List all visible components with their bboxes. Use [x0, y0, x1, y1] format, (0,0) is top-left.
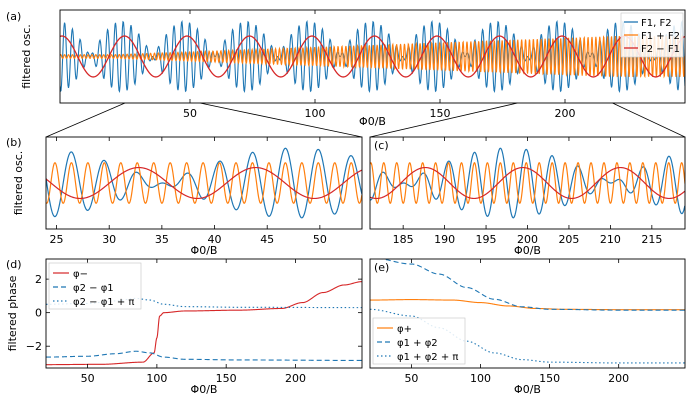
panel-d-ylabel: filtered phase [6, 275, 19, 351]
panel-d-xlabel: Φ0/B [191, 383, 218, 396]
panel-b-frame [45, 136, 363, 230]
series-F2-minus-F1-line [60, 35, 685, 78]
panel-a-frame [59, 9, 686, 104]
legend-d-label-1: φ2 − φ1 [73, 283, 114, 294]
panel-b-xlabel: Φ0/B [191, 244, 218, 257]
panel-b-xtick: 25 [50, 233, 64, 246]
panel-e-xtick: 200 [608, 372, 629, 385]
panel-a-xtick: 100 [305, 107, 326, 120]
panel-d-ytick: −2 [26, 340, 42, 353]
panel-d-xtick: 50 [81, 372, 95, 385]
panel-d-xtick: 200 [285, 372, 306, 385]
panel-e-legend: φ+ φ1 + φ2 φ1 + φ2 + π [372, 317, 466, 365]
legend-a-label-1: F1 + F2 [641, 31, 680, 42]
panel-d-ytick: 2 [35, 273, 42, 286]
panel-c-blue-line [370, 147, 685, 219]
panel-c-xtick: 205 [558, 233, 579, 246]
legend-a-label-0: F1, F2 [641, 18, 672, 29]
panel-b-xtick: 40 [208, 233, 222, 246]
panel-e-label: (e) [374, 261, 389, 274]
legend-a-label-2: F2 − F1 [641, 44, 680, 55]
panel-b-red-line [46, 166, 362, 200]
panel-c-xtick: 210 [600, 233, 621, 246]
panel-a-xlabel: Φ0/B [359, 115, 386, 128]
panel-e-frame [369, 258, 686, 369]
panel-c-xtick: 200 [517, 233, 538, 246]
panel-d-label: (d) [6, 258, 22, 271]
legend-d-label-0: φ− [73, 269, 88, 280]
panel-e-xtick: 50 [404, 372, 418, 385]
legend-d-label-2: φ2 − φ1 + π [73, 297, 134, 308]
panel-a-ylabel: filtered osc. [20, 24, 33, 89]
panel-b-blue-line [46, 147, 362, 219]
panel-a-legend: F1, F2 F1 + F2 F2 − F1 [620, 12, 684, 58]
panel-c-xtick: 195 [476, 233, 497, 246]
panel-d-series-1 [46, 350, 362, 362]
zoom-connector-2 [369, 102, 518, 138]
panel-c-xtick: 185 [393, 233, 414, 246]
zoom-connector-0 [45, 102, 126, 138]
panel-c-red-line [370, 166, 685, 200]
panel-e-xtick: 150 [539, 372, 560, 385]
zoom-connector-1 [199, 102, 363, 138]
panel-c-xlabel: Φ0/B [514, 244, 541, 257]
panel-d-legend: φ− φ2 − φ1 φ2 − φ1 + π [48, 262, 142, 310]
panel-b-xtick: 45 [260, 233, 274, 246]
panel-b-ylabel: filtered osc. [12, 151, 25, 216]
panel-e-series-0 [370, 299, 685, 311]
panel-a-xtick: 150 [430, 107, 451, 120]
panel-d-series-0 [46, 281, 362, 366]
series-F1-plus-F2-line [60, 34, 685, 79]
panel-d-xtick: 150 [216, 372, 237, 385]
legend-e-label-0: φ+ [397, 324, 412, 335]
panel-e-series-2 [370, 308, 685, 364]
legend-e-label-2: φ1 + φ2 + π [397, 352, 458, 363]
panel-a-xtick: 50 [183, 107, 197, 120]
zoom-connector-3 [612, 102, 686, 138]
panel-d-xtick: 100 [146, 372, 167, 385]
panel-b-label: (b) [6, 136, 22, 149]
panel-b-orange-line [46, 162, 362, 204]
panel-a-xtick: 200 [555, 107, 576, 120]
panel-e-series-1 [380, 259, 685, 311]
panel-a-label: (a) [6, 10, 21, 23]
panel-c-label: (c) [374, 139, 389, 152]
panel-d-frame [45, 258, 363, 369]
panel-b-xtick: 50 [313, 233, 327, 246]
panel-e-xlabel: Φ0/B [514, 383, 541, 396]
panel-c-xtick: 190 [434, 233, 455, 246]
panel-b-xtick: 35 [155, 233, 169, 246]
panel-b-xtick: 30 [102, 233, 116, 246]
panel-c-xtick: 215 [641, 233, 662, 246]
legend-e-label-1: φ1 + φ2 [397, 338, 438, 349]
panel-e-xtick: 100 [470, 372, 491, 385]
panel-d-ytick: 0 [35, 307, 42, 320]
panel-c-orange-line [370, 162, 685, 204]
